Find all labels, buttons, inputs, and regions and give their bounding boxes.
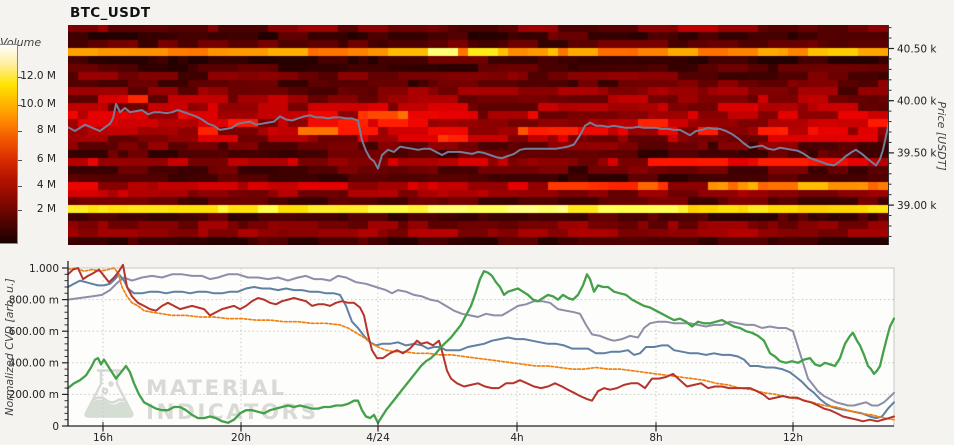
colorbar-tick-label: 12.0 M — [20, 70, 56, 82]
colorbar-tick — [18, 160, 22, 161]
volume-heatmap — [68, 25, 888, 245]
colorbar-tick-label: 2 M — [36, 203, 56, 215]
colorbar-tick-labels: 12.0 M 10.0 M 8 M 6 M 4 M 2 M — [20, 0, 56, 250]
watermark-line1: MATERIAL — [146, 376, 287, 401]
colorbar-tick — [18, 105, 22, 106]
colorbar-tick — [18, 77, 22, 78]
colorbar-tick-label: 10.0 M — [20, 98, 56, 110]
x-tick-label: 16h — [93, 432, 113, 444]
y-tick-label: 600.00 m — [9, 326, 59, 338]
price-tick-label: 40.00 k — [897, 96, 937, 108]
y-tick-label: 800.00 m — [9, 294, 59, 306]
x-tick-label: 12h — [783, 432, 803, 444]
x-tick-label: 20h — [231, 432, 251, 444]
y-tick-label: 200.00 m — [9, 389, 59, 401]
colorbar-tick — [18, 186, 22, 187]
cvd-axis-title: Normalized CVD [arb. u.] — [3, 278, 16, 416]
x-tick-label: 8h — [649, 432, 662, 444]
axis-labels: 40.50 k 40.00 k 39.50 k 39.00 k 1.000 800.00 … — [9, 43, 938, 444]
colorbar-tick-label: 4 M — [36, 179, 56, 191]
price-tick-label: 39.00 k — [897, 200, 937, 212]
price-line — [68, 102, 888, 170]
logo-liquid — [85, 399, 133, 417]
series-cvd-blue — [67, 273, 895, 420]
price-tick-label: 40.50 k — [897, 43, 937, 55]
colorbar-tick-label: 6 M — [36, 153, 56, 165]
price-line-path — [68, 102, 888, 170]
y-tick-label: 1.000 — [29, 263, 59, 275]
watermark: MATERIAL INDICATORS — [84, 369, 316, 425]
chart-title: BTC_USDT — [70, 5, 151, 21]
axes — [62, 25, 894, 432]
volume-colorbar — [0, 44, 18, 244]
cvd-series — [67, 263, 895, 424]
cvd-plot-area — [67, 267, 895, 427]
x-tick-label: 4/24 — [366, 432, 390, 444]
price-tick-label: 39.50 k — [897, 148, 937, 160]
colorbar-tick-label: 8 M — [36, 124, 56, 136]
x-tick-label: 4h — [510, 432, 523, 444]
series-cvd-slate — [67, 273, 895, 407]
colorbar-tick — [18, 131, 22, 132]
y-tick-label: 0 — [52, 421, 59, 433]
y-tick-label: 400.00 m — [9, 358, 59, 370]
colorbar-tick — [18, 210, 22, 211]
series-cvd-red — [67, 263, 895, 423]
price-axis-title: Price [USDT] — [935, 101, 948, 170]
series-cvd-green — [67, 270, 895, 424]
